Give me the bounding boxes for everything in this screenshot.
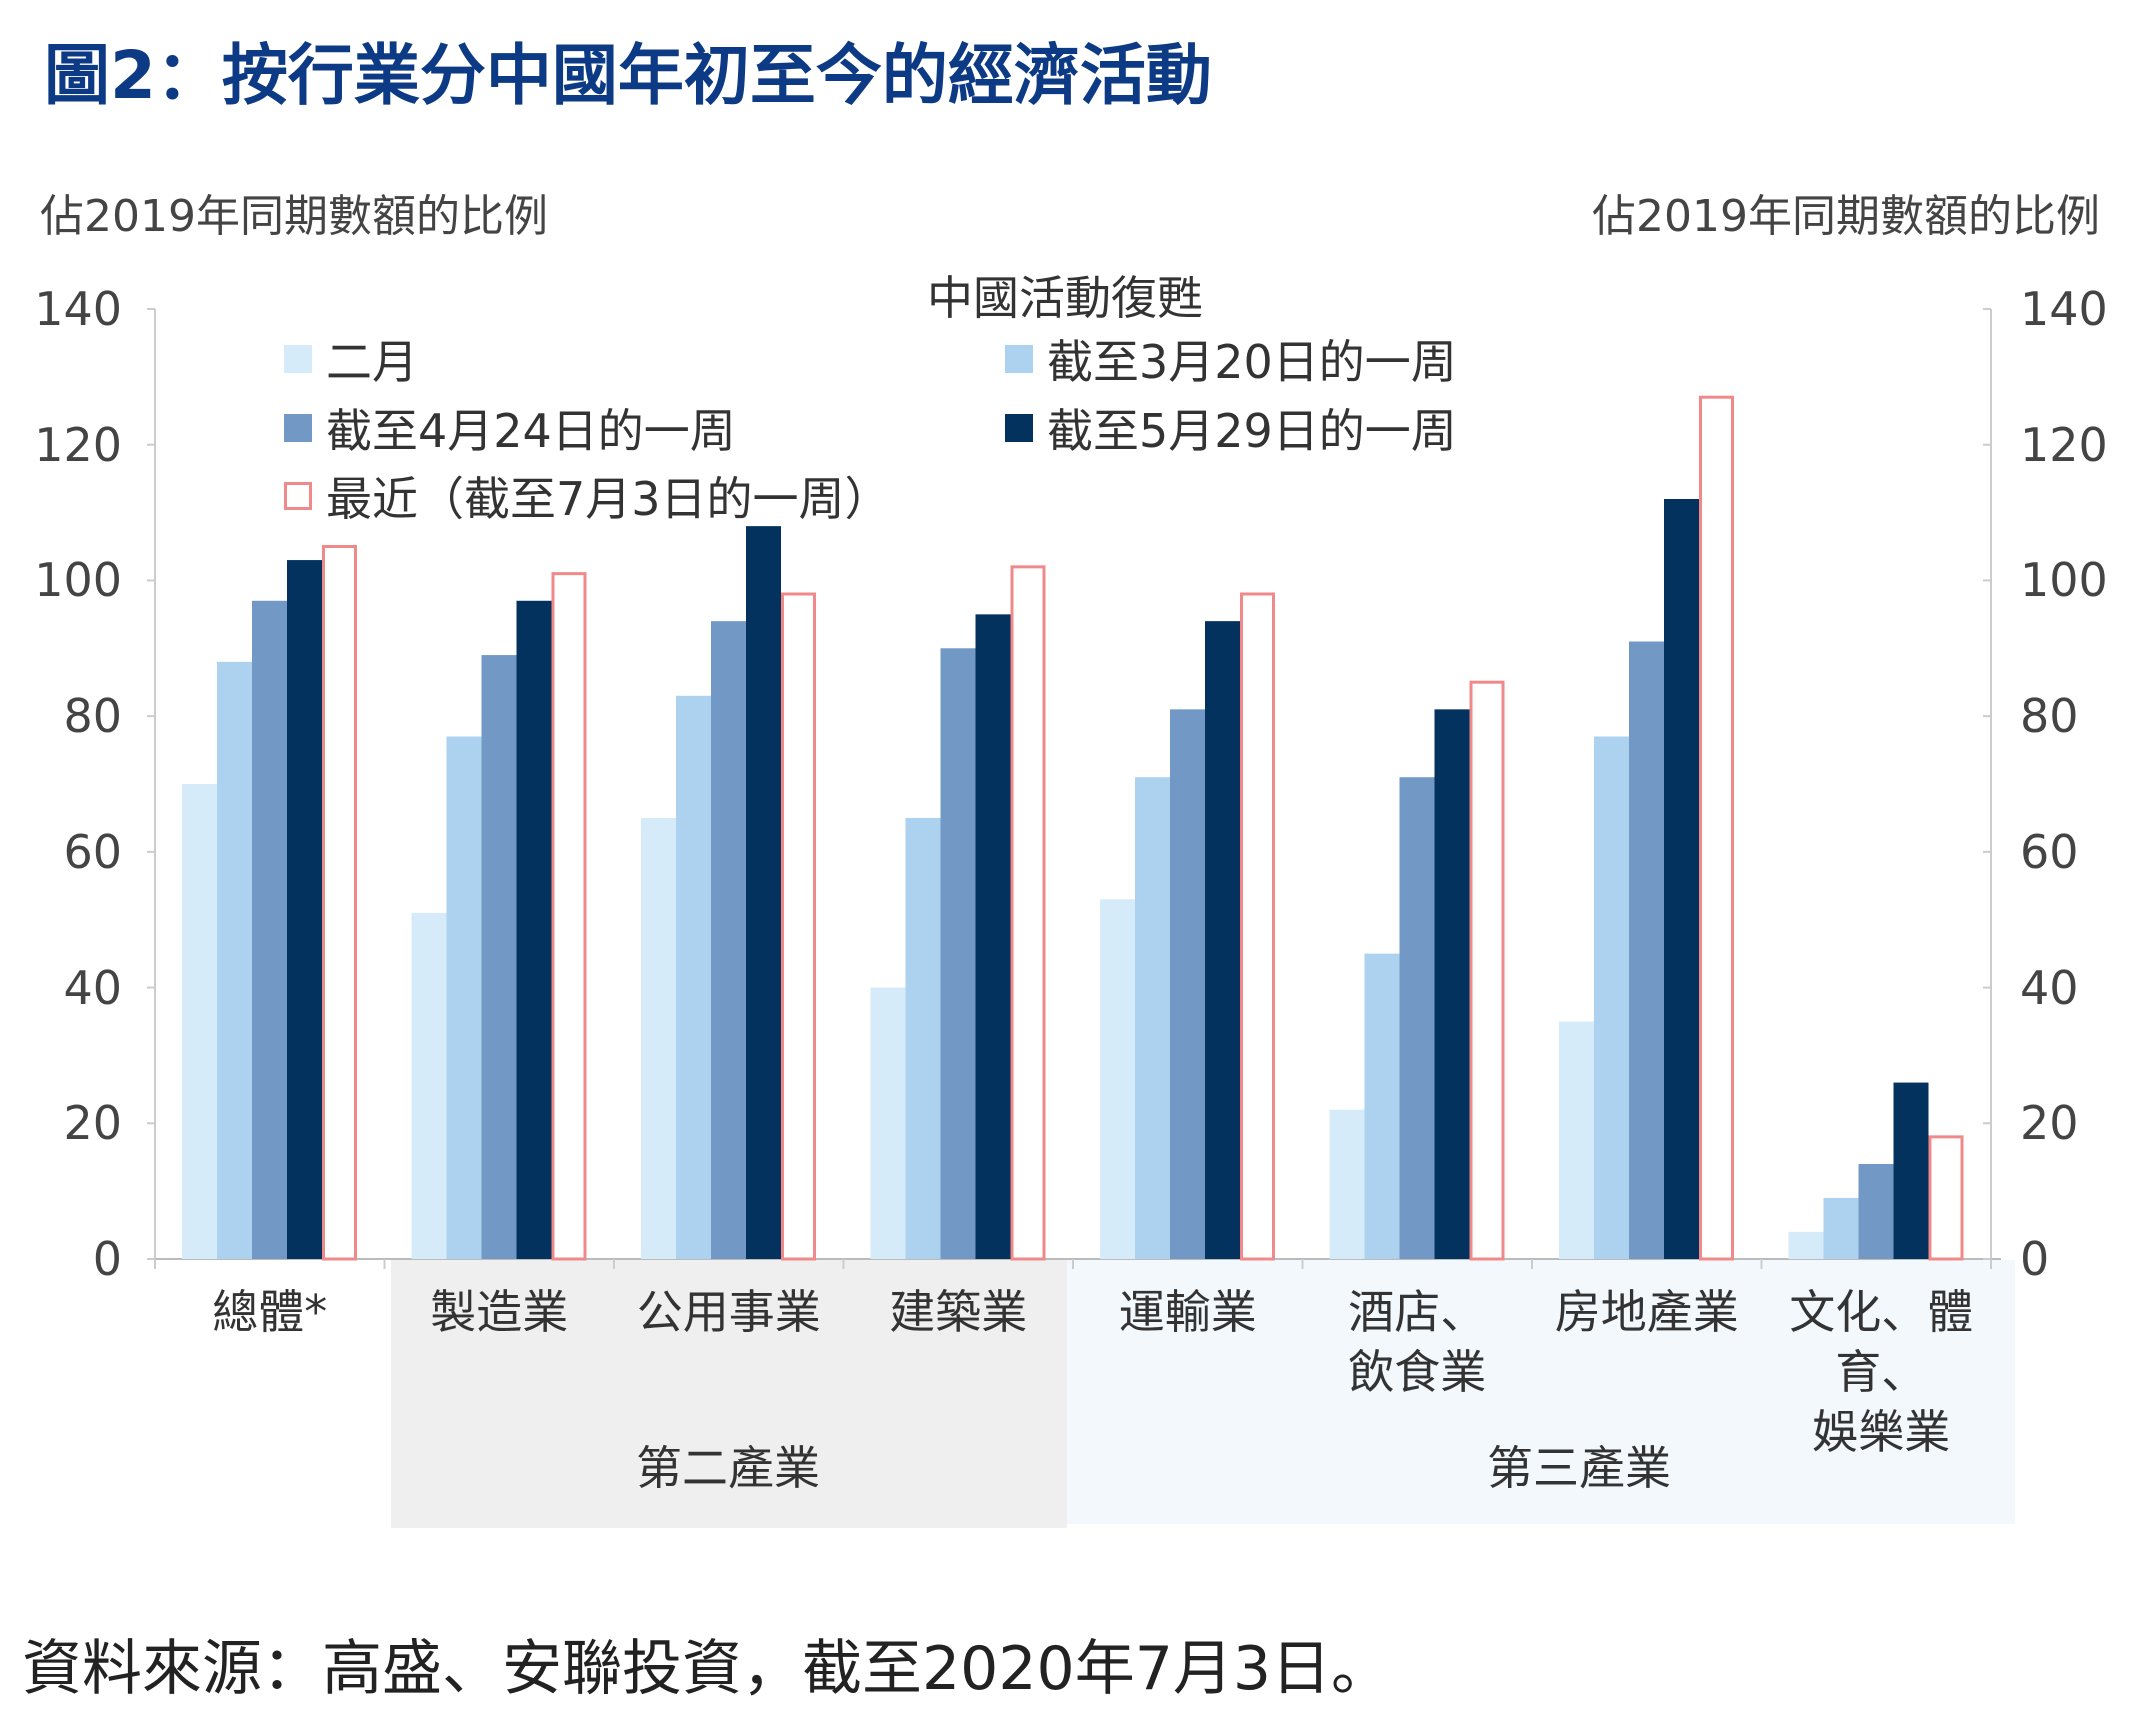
bar-2-2 (711, 621, 746, 1259)
legend-item: 截至4月24日的一周 (284, 395, 736, 461)
bar-0-3 (870, 987, 906, 1259)
bar-2-0 (252, 600, 287, 1259)
category-label: 總體* (212, 1285, 328, 1339)
bar-1-6 (1594, 736, 1629, 1259)
y-tick-label-left: 0 (92, 1232, 122, 1286)
legend-label: 截至5月29日的一周 (1047, 404, 1457, 458)
y-tick-label-left: 80 (63, 689, 122, 744)
bar-0-0 (182, 784, 217, 1259)
legend-item: 截至3月20日的一周 (1005, 326, 1457, 392)
legend-swatch (284, 345, 312, 373)
legend-title: 中國活動復甦 (927, 271, 1203, 325)
y-tick-label-right: 80 (2020, 689, 2079, 744)
legend-swatch (284, 414, 312, 442)
legend-label: 最近（截至7月3日的一周） (326, 472, 891, 526)
category-label: 製造業 (430, 1285, 569, 1339)
y-tick-label-left: 120 (34, 417, 122, 472)
bar-0-2 (641, 817, 676, 1259)
legend-item: 最近（截至7月3日的一周） (284, 463, 891, 529)
bar-0-1 (411, 912, 447, 1259)
bar-4-6 (1699, 395, 1734, 1261)
bar-2-7 (1858, 1164, 1894, 1259)
bar-1-1 (446, 736, 482, 1259)
category-label: 酒店、 飲食業 (1348, 1285, 1487, 1399)
bar-0-5 (1329, 1109, 1365, 1259)
bar-2-1 (481, 655, 517, 1259)
legend-label: 截至3月20日的一周 (1047, 335, 1457, 389)
legend-item: 截至5月29日的一周 (1005, 395, 1457, 461)
bar-4-5 (1469, 680, 1505, 1261)
bar-2-5 (1399, 777, 1435, 1259)
bar-3-2 (746, 526, 781, 1259)
bar-3-1 (516, 600, 552, 1259)
y-tick-label-right: 20 (2020, 1096, 2079, 1151)
y-tick-label-right: 60 (2020, 824, 2079, 879)
bar-1-2 (676, 695, 711, 1259)
bar-4-2 (781, 592, 816, 1261)
bar-1-0 (217, 661, 252, 1259)
bar-4-0 (322, 545, 357, 1261)
y-tick-label-right: 120 (2020, 417, 2108, 472)
group-bg-secondary (391, 1260, 1067, 1528)
bar-3-5 (1434, 709, 1470, 1259)
bar-3-3 (975, 614, 1011, 1259)
legend-swatch (1005, 345, 1033, 373)
y-tick-label-left: 100 (34, 553, 122, 608)
category-label: 運輸業 (1118, 1285, 1257, 1339)
y-tick-label-left: 40 (63, 960, 122, 1015)
y-tick-label-right: 40 (2020, 960, 2079, 1015)
bar-4-7 (1928, 1135, 1964, 1261)
bar-4-4 (1240, 592, 1275, 1261)
left-axis-label: 佔2019年同期數額的比例 (40, 191, 548, 242)
bar-0-6 (1559, 1021, 1594, 1259)
right-axis-label: 佔2019年同期數額的比例 (1592, 191, 2100, 242)
bar-3-4 (1205, 621, 1240, 1259)
bar-2-6 (1629, 641, 1664, 1259)
category-label: 文化、體育、 娛樂業 (1789, 1285, 1974, 1459)
category-group-label: 第二產業 (636, 1441, 820, 1495)
bar-1-3 (905, 817, 941, 1259)
bar-1-4 (1135, 777, 1170, 1259)
y-tick-label-left: 140 (34, 282, 122, 336)
chart-title: 圖2：按行業分中國年初至今的經濟活動 (44, 37, 1212, 114)
bar-4-3 (1010, 565, 1046, 1261)
legend-item: 二月 (284, 326, 418, 392)
bar-0-4 (1100, 899, 1135, 1259)
legend-swatch (1005, 414, 1033, 442)
y-tick-label-left: 60 (63, 824, 122, 879)
legend-label: 截至4月24日的一周 (326, 404, 736, 458)
category-label: 房地產業 (1554, 1285, 1739, 1339)
y-tick-label-right: 100 (2020, 553, 2108, 608)
group-bg-tertiary (1067, 1260, 2015, 1524)
bar-3-7 (1893, 1082, 1929, 1259)
bar-3-0 (287, 560, 322, 1259)
bar-2-3 (940, 648, 976, 1259)
y-tick-label-right: 140 (2020, 282, 2108, 336)
legend-label: 二月 (326, 335, 418, 389)
category-label: 建築業 (889, 1285, 1028, 1339)
category-label: 公用事業 (636, 1285, 821, 1339)
bar-0-7 (1788, 1231, 1824, 1259)
bar-1-5 (1364, 953, 1400, 1259)
bar-4-1 (551, 572, 587, 1261)
y-tick-label-left: 20 (63, 1096, 122, 1151)
y-tick-label-right: 0 (2020, 1232, 2050, 1286)
legend-swatch (284, 482, 312, 510)
bar-1-7 (1823, 1197, 1859, 1259)
source-note: 資料來源：高盛、安聯投資，截至2020年7月3日。 (22, 1634, 1392, 1704)
category-group-label: 第三產業 (1487, 1441, 1671, 1495)
bar-3-6 (1664, 499, 1699, 1259)
bar-2-4 (1170, 709, 1205, 1259)
